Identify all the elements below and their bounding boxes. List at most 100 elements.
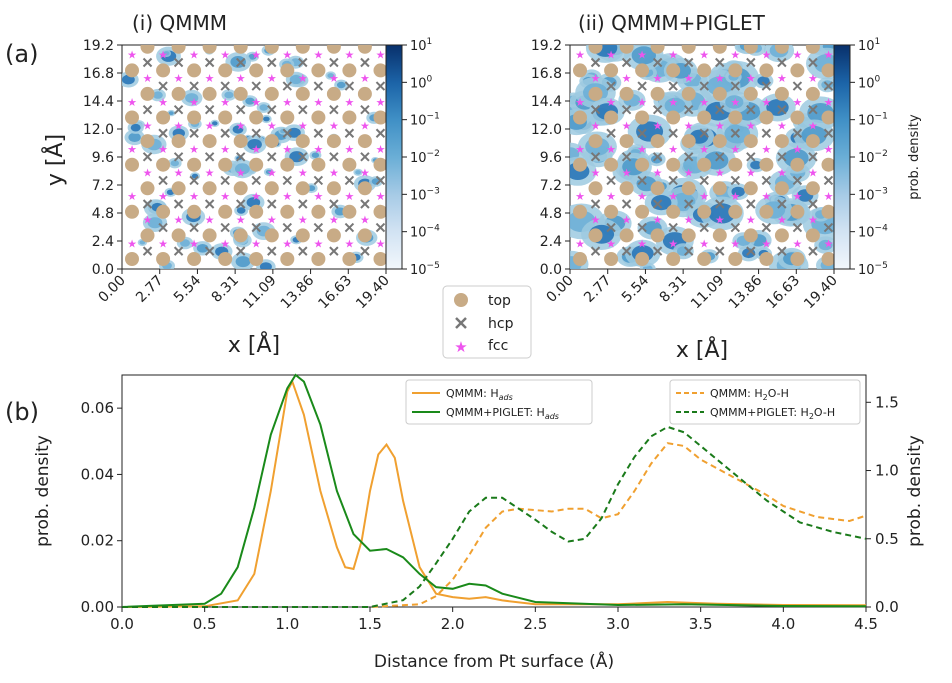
y-tick-label: 12.0: [531, 122, 562, 138]
x-tick-label: 1.0: [275, 615, 299, 633]
site-top-marker: [171, 228, 186, 243]
site-top-marker: [712, 86, 727, 101]
site-top-marker: [588, 134, 603, 149]
colorbar-tick-label: 10−4: [410, 224, 440, 241]
site-top-marker: [712, 228, 727, 243]
site-fcc-marker: ★: [282, 49, 292, 62]
site-hcp-marker: [700, 35, 708, 43]
site-fcc-marker: ★: [313, 237, 323, 250]
site-legend-fcc-marker: ★: [454, 338, 467, 356]
site-top-marker: [295, 45, 310, 54]
site-hcp-marker: [590, 246, 601, 256]
site-fcc-marker: ★: [637, 237, 647, 250]
site-fcc-marker: ★: [715, 119, 725, 132]
y-tick-label: 14.4: [531, 94, 562, 110]
site-fcc-marker: ★: [376, 190, 386, 203]
site-fcc-marker: ★: [575, 237, 585, 250]
site-top-marker: [187, 63, 202, 78]
site-hcp-marker: [823, 222, 834, 233]
site-hcp-marker: [220, 81, 230, 91]
site-top-marker: [405, 63, 419, 77]
site-top-marker: [280, 157, 295, 172]
site-fcc-marker: ★: [699, 49, 709, 62]
x-tick-label: 4.5: [854, 615, 878, 633]
x-tick-label: 3.5: [689, 615, 713, 633]
site-hcp-marker: [313, 81, 324, 91]
site-hcp-marker: [746, 199, 756, 209]
density-core: [212, 121, 218, 126]
site-fcc-marker: ★: [591, 214, 601, 227]
site-hcp-marker: [778, 11, 786, 19]
density-core: [289, 74, 303, 85]
x-tick-label: 19.40: [801, 273, 841, 313]
site-hcp-marker: [423, 11, 431, 19]
site-top-marker: [156, 63, 171, 78]
site-fcc-marker: ★: [730, 96, 740, 109]
site-hcp-marker: [699, 128, 709, 138]
x-tick-label: 2.5: [523, 615, 547, 633]
site-hcp-marker: [856, 129, 864, 137]
site-fcc-marker: ★: [746, 119, 756, 132]
site-fcc-marker: ★: [236, 25, 246, 38]
density-core: [248, 53, 257, 60]
y-tick-label: 19.2: [83, 38, 114, 54]
site-top-marker: [681, 86, 696, 101]
site-top-marker: [264, 86, 279, 101]
site-hcp-marker: [621, 104, 632, 115]
site-fcc-marker: ★: [808, 72, 818, 85]
site-top-marker: [311, 157, 326, 172]
site-fcc-marker: ★: [746, 72, 756, 85]
x-tick-label: 2.77: [133, 273, 166, 306]
site-top-marker: [743, 134, 758, 149]
site-top-marker: [326, 134, 341, 149]
site-top-marker: [728, 157, 743, 172]
site-top-marker: [790, 252, 805, 266]
site-fcc-marker: ★: [761, 237, 771, 250]
site-hcp-marker: [808, 152, 818, 162]
site-top-marker: [619, 45, 634, 54]
site-top-marker: [233, 228, 248, 243]
line-chart-ylabel-left: prob. density: [33, 435, 53, 547]
site-top-marker: [249, 252, 264, 266]
site-fcc-marker: ★: [637, 143, 647, 156]
site-hcp-marker: [235, 152, 246, 162]
site-top-marker: [187, 204, 202, 219]
site-top-marker: [202, 86, 217, 101]
heatmap-left-sites: ★ ★ ★ ★ ★ ★ ★ ★ ★ ★ ★ ★ ★ ★ ★ ★ ★ ★ ★ ★ ★ ★ ★ ★ ★ ★ ★ ★ ★ ★ ★ ★ ★ ★ ★ ★ ★ ★ ★ ★…: [125, 11, 447, 266]
site-hcp-marker: [408, 129, 416, 137]
site-top-marker: [604, 252, 619, 266]
site-hcp-marker: [190, 35, 198, 43]
site-hcp-marker: [856, 176, 864, 184]
site-hcp-marker: [887, 35, 895, 43]
site-top-marker: [373, 157, 386, 172]
site-fcc-marker: ★: [313, 190, 323, 203]
site-top-marker: [264, 134, 279, 149]
site-top-marker: [743, 86, 758, 101]
site-hcp-marker: [158, 175, 168, 186]
site-hcp-marker: [204, 199, 215, 209]
site-hcp-marker: [299, 11, 307, 19]
site-hcp-marker: [158, 128, 168, 138]
site-fcc-marker: ★: [158, 49, 168, 62]
site-fcc-marker: ★: [637, 96, 647, 109]
site-hcp-marker: [439, 129, 447, 137]
site-top-marker: [635, 204, 650, 219]
site-top-marker: [604, 63, 619, 78]
site-top-marker: [125, 63, 139, 78]
site-hcp-marker: [360, 104, 370, 115]
site-fcc-marker: ★: [189, 237, 199, 250]
site-top-marker: [218, 63, 233, 78]
site-fcc-marker: ★: [344, 237, 354, 250]
colorbar-tick-label: 10−5: [858, 261, 888, 278]
site-top-marker: [295, 86, 310, 101]
density-core: [245, 97, 255, 105]
site-top-marker: [249, 63, 264, 78]
site-fcc-marker: ★: [236, 214, 246, 227]
site-top-marker: [374, 16, 388, 30]
site-fcc-marker: ★: [792, 2, 802, 15]
site-top-marker: [759, 204, 774, 219]
site-top-marker: [405, 205, 419, 219]
site-fcc-marker: ★: [360, 119, 370, 132]
site-top-marker: [171, 45, 186, 54]
site-fcc-marker: ★: [715, 214, 725, 227]
